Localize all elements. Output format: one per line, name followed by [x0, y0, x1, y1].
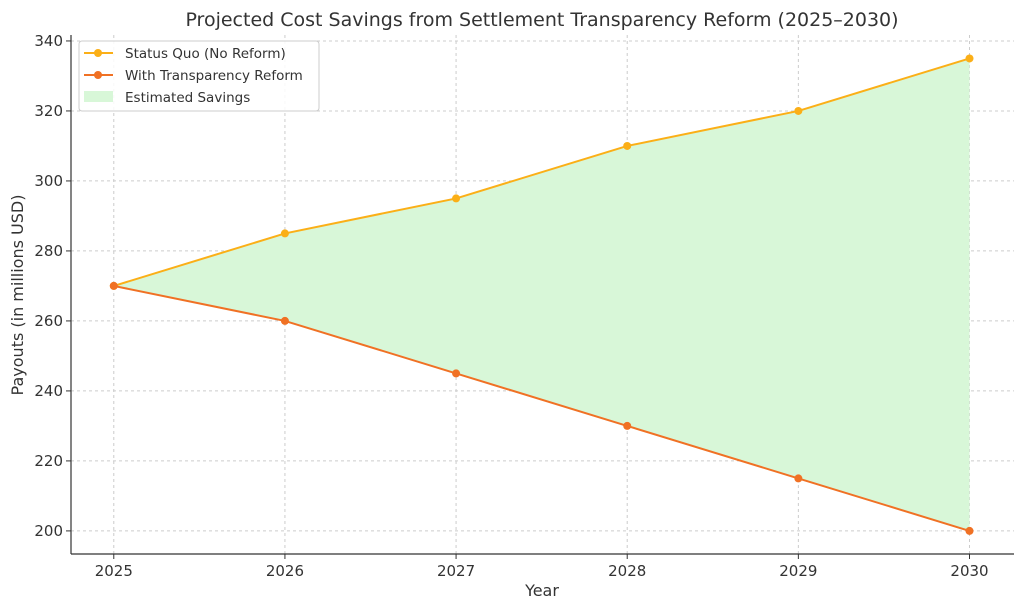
data-point-reform	[109, 281, 118, 290]
data-point-status-quo	[965, 54, 974, 63]
legend: Status Quo (No Reform) With Transparency…	[78, 40, 320, 112]
data-point-status-quo	[452, 194, 461, 203]
x-tick-label: 2026	[266, 562, 304, 580]
data-point-reform	[452, 369, 461, 378]
y-tick-label: 320	[34, 102, 63, 120]
data-point-reform	[965, 526, 974, 535]
y-tick-label: 240	[34, 382, 63, 400]
y-tick-label: 260	[34, 312, 63, 330]
legend-marker-reform	[94, 71, 102, 79]
series-line-reform	[113, 284, 970, 532]
legend-marker-status-quo	[94, 49, 102, 57]
data-point-reform	[623, 421, 632, 430]
data-point-status-quo	[280, 229, 289, 238]
y-tick-label: 200	[34, 522, 63, 540]
data-point-reform	[794, 474, 803, 483]
legend-label-reform: With Transparency Reform	[125, 68, 303, 84]
chart-title: Projected Cost Savings from Settlement T…	[185, 9, 898, 31]
series-line-status-quo	[113, 57, 970, 287]
y-tick-label: 340	[34, 32, 63, 50]
y-axis-label: Payouts (in millions USD)	[8, 195, 27, 396]
x-tick-label: 2028	[608, 562, 646, 580]
legend-label-savings: Estimated Savings	[125, 90, 250, 106]
legend-label-status-quo: Status Quo (No Reform)	[125, 46, 286, 62]
savings-fill-area	[113, 58, 970, 531]
y-tick-label: 280	[34, 242, 63, 260]
data-point-status-quo	[794, 106, 803, 115]
x-tick-label: 2027	[437, 562, 475, 580]
y-tick-label: 300	[34, 172, 63, 190]
x-tick-label: 2025	[95, 562, 133, 580]
data-point-status-quo	[623, 141, 632, 150]
x-axis-label: Year	[524, 581, 559, 600]
y-tick-label: 220	[34, 452, 63, 470]
legend-swatch-savings	[84, 91, 113, 102]
data-point-reform	[280, 316, 289, 325]
x-tick-label: 2029	[779, 562, 817, 580]
x-tick-label: 2030	[950, 562, 988, 580]
